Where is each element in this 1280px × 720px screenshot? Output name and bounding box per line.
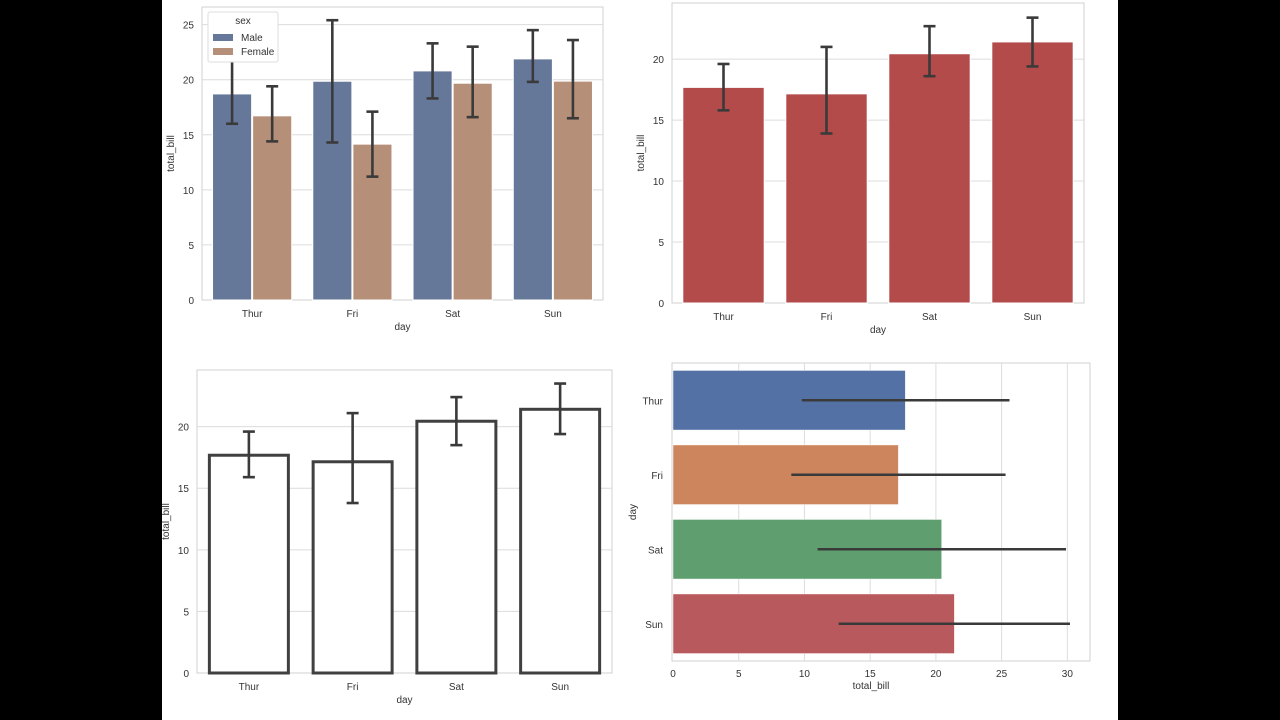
x-tick-label: 25 — [996, 669, 1008, 680]
bar — [519, 407, 602, 675]
y-tick-label: 25 — [183, 21, 195, 32]
bar — [415, 419, 498, 675]
chart-3: 0 5 10 15 20 Thur Fri Sat Sun day total_bill — [162, 369, 613, 706]
y-tick-label: 0 — [658, 299, 664, 310]
x-tick-label: Sun — [551, 682, 569, 693]
x-tick-label: Thur — [242, 309, 263, 320]
y-tick-label: 15 — [178, 484, 190, 495]
bar — [888, 53, 971, 304]
bar — [452, 82, 493, 301]
y-tick-label: 15 — [653, 116, 665, 127]
y-tick-label: 5 — [183, 607, 189, 618]
legend: sex Male Female — [207, 11, 279, 63]
legend-swatch — [213, 34, 233, 41]
y-tick-label: 20 — [178, 423, 190, 434]
x-axis-label: total_bill — [853, 681, 890, 692]
bar — [252, 115, 293, 301]
legend-swatch — [213, 48, 233, 55]
chart-1: 0 5 10 15 20 25 Thur Fri Sat Sun day total_bill sex M… — [166, 6, 604, 333]
x-axis-label: day — [394, 322, 410, 333]
bar — [207, 453, 290, 675]
figure: 0 5 10 15 20 25 Thur Fri Sat Sun day total_bill sex M… — [162, 0, 1118, 720]
y-tick-label: Thur — [642, 396, 663, 407]
x-tick-label: 0 — [670, 669, 676, 680]
x-tick-label: 15 — [865, 669, 877, 680]
x-tick-label: 10 — [799, 669, 811, 680]
bar — [412, 70, 453, 301]
y-tick-label: Fri — [651, 471, 663, 482]
y-axis-label: total_bill — [166, 135, 177, 172]
legend-label: Male — [241, 33, 263, 44]
y-tick-label: 10 — [653, 177, 665, 188]
x-tick-label: Thur — [239, 682, 260, 693]
chart-4: 0 5 10 15 20 25 30 Thur Fri Sat Sun total_bill day — [628, 362, 1091, 692]
y-tick-label: Sat — [648, 545, 663, 556]
legend-title: sex — [235, 16, 251, 27]
y-axis-label: total_bill — [636, 135, 647, 172]
y-tick-label: 20 — [183, 76, 195, 87]
y-tick-label: 10 — [178, 546, 190, 557]
x-tick-label: Thur — [713, 312, 734, 323]
chart-2: 0 5 10 15 20 Thur Fri Sat Sun day total_bill — [636, 2, 1085, 336]
x-tick-label: 20 — [930, 669, 942, 680]
x-tick-label: Sun — [1024, 312, 1042, 323]
x-axis-label: day — [870, 325, 886, 336]
x-tick-label: Sat — [445, 309, 460, 320]
bar — [991, 41, 1074, 304]
y-tick-label: 5 — [658, 238, 664, 249]
x-tick-label: 30 — [1062, 669, 1074, 680]
charts-svg: 0 5 10 15 20 25 Thur Fri Sat Sun day total_bill sex M… — [162, 2, 1091, 706]
x-tick-label: 5 — [736, 669, 742, 680]
y-tick-label: 5 — [188, 241, 194, 252]
bar — [512, 58, 553, 301]
x-tick-label: Fri — [347, 682, 359, 693]
x-tick-label: Sat — [449, 682, 464, 693]
bar — [212, 93, 253, 301]
y-tick-label: 15 — [183, 131, 195, 142]
y-axis-label: total_bill — [162, 503, 172, 540]
x-tick-label: Fri — [821, 312, 833, 323]
y-axis-label: day — [628, 504, 639, 520]
x-tick-label: Fri — [347, 309, 359, 320]
y-tick-label: 0 — [183, 669, 189, 680]
y-tick-label: Sun — [645, 620, 663, 631]
y-tick-label: 10 — [183, 186, 195, 197]
x-tick-label: Sat — [922, 312, 937, 323]
legend-label: Female — [241, 47, 275, 58]
bar — [352, 143, 393, 301]
y-tick-label: 0 — [188, 296, 194, 307]
bar — [682, 86, 765, 304]
x-axis-label: day — [396, 695, 412, 706]
y-tick-label: 20 — [653, 55, 665, 66]
x-tick-label: Sun — [544, 309, 562, 320]
